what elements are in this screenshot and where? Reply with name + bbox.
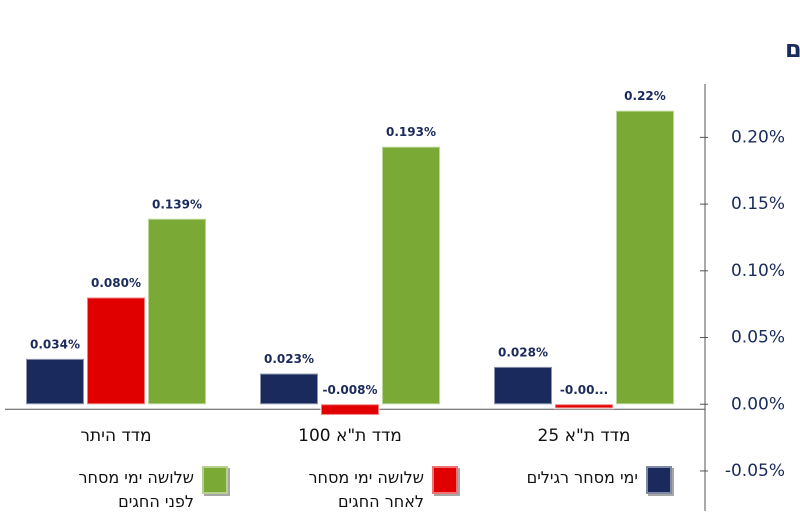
legend-item: שלושה ימי מסחר לפני החגים [62, 466, 228, 514]
value-label: -0.00... [560, 383, 608, 397]
x-tick-label: מדד ת"א 25 [538, 426, 631, 446]
legend-swatch [432, 466, 458, 494]
bar [86, 296, 146, 406]
bar [381, 145, 441, 406]
y-tick-label: -0.05% [725, 461, 785, 481]
value-label: 0.028% [498, 345, 548, 359]
legend-item: שלושה ימי מסחר לאחר החגים [292, 466, 458, 514]
value-label: 0.034% [30, 337, 80, 351]
y-tick-label: 0.15% [731, 194, 785, 214]
legend-item: ימי מסחר רגילים [506, 466, 672, 494]
x-tick-label: מדד היתר [80, 426, 151, 446]
bar [615, 109, 675, 406]
value-label: 0.080% [91, 276, 141, 290]
legend-swatch [202, 466, 228, 494]
value-label: 0.023% [264, 352, 314, 366]
y-tick-label: 0.10% [731, 261, 785, 281]
value-label: -0.008% [323, 383, 378, 397]
bar [554, 403, 614, 410]
legend-label: שלושה ימי מסחר לאחר החגים [308, 468, 424, 511]
value-label: 0.22% [624, 89, 666, 103]
y-tick-label: 0.00% [731, 394, 785, 414]
bar [493, 365, 553, 406]
bar [259, 372, 319, 406]
legend-swatch [646, 466, 672, 494]
value-label: 0.139% [152, 197, 202, 211]
bar [147, 217, 207, 406]
legend-label: שלושה ימי מסחר לפני החגים [78, 468, 194, 511]
bar [25, 357, 85, 406]
legend-label: ימי מסחר רגילים [526, 468, 638, 487]
chart-title: תשואה יומית ממוצעת לפני חגים, אחריהם ובי… [785, 35, 800, 63]
bar [320, 403, 380, 416]
x-tick-label: מדד ת"א 100 [298, 426, 402, 446]
y-tick-label: 0.20% [731, 127, 785, 147]
y-tick-label: 0.05% [731, 328, 785, 348]
value-label: 0.193% [386, 125, 436, 139]
